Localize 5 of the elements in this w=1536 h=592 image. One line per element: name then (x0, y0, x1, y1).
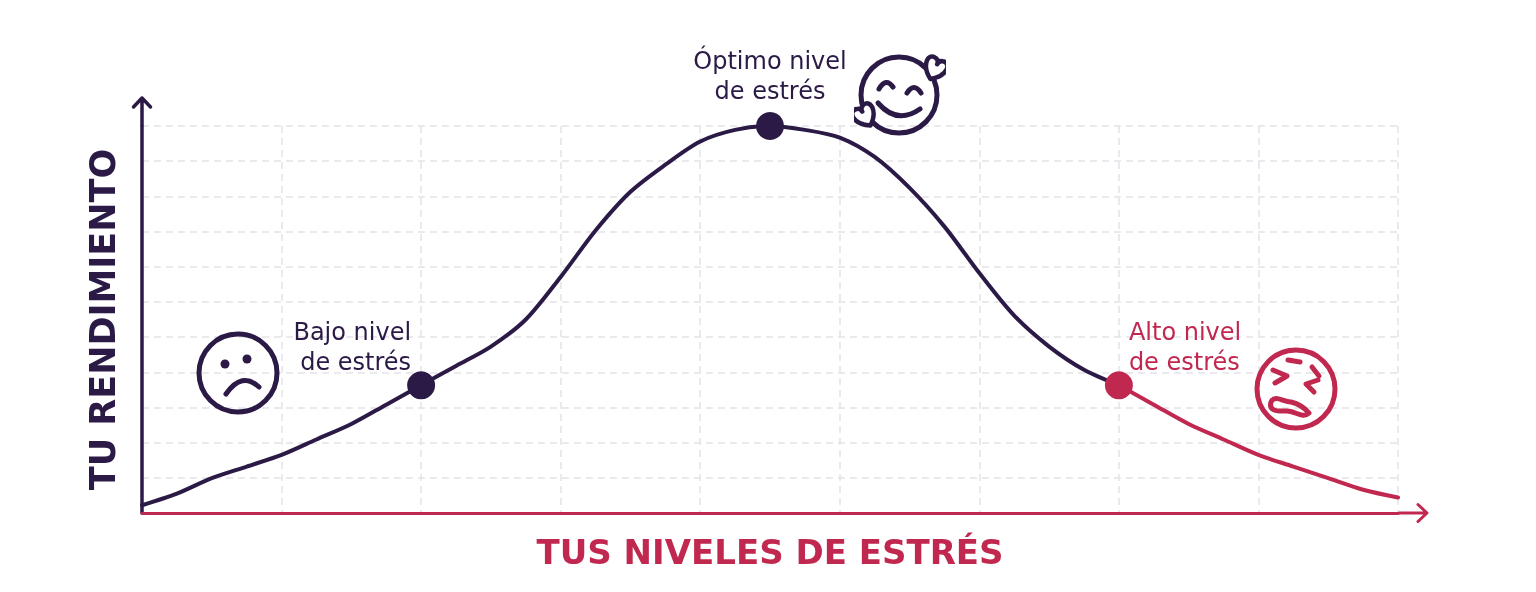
series-label: Bajo nivel de estrés (293, 318, 412, 377)
x-axis-title: TUS NIVELES DE ESTRÉS (536, 532, 1004, 572)
y-axis-title: TU RENDIMIENTO (82, 148, 123, 491)
series-label: Alto nivel de estrés (1128, 318, 1242, 377)
series-label: Óptimo nivel de estrés (693, 45, 847, 105)
